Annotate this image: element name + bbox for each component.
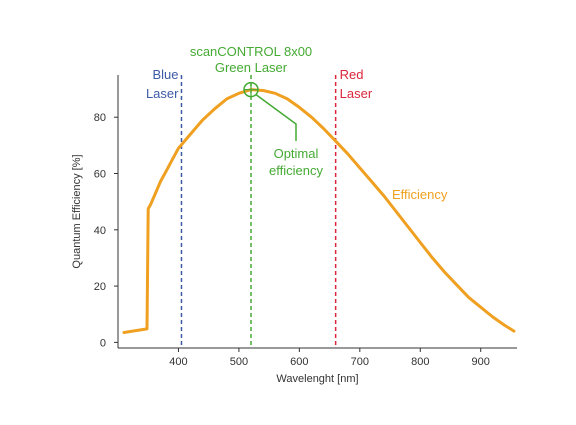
y-tick-label: 0 <box>100 337 106 349</box>
red-laser-label-line2: Laser <box>340 86 373 101</box>
y-tick-label: 60 <box>94 169 106 181</box>
optimal-label-line1: Optimal <box>274 146 319 161</box>
x-tick-label: 800 <box>411 356 429 368</box>
efficiency-series-line <box>122 88 516 334</box>
y-tick-label: 80 <box>94 112 106 124</box>
optimal-leader-line <box>255 94 297 141</box>
green-laser-label-line1: scanCONTROL 8x00 <box>190 44 312 59</box>
x-tick-label: 400 <box>169 356 187 368</box>
x-tick-label: 900 <box>472 356 490 368</box>
x-axis-title: Wavelenght [nm] <box>276 373 358 385</box>
blue-laser-label-line2: Laser <box>146 86 179 101</box>
y-tick-label: 40 <box>94 225 106 237</box>
efficiency-series-label: Efficiency <box>392 187 448 202</box>
x-tick-label: 600 <box>290 356 308 368</box>
green-laser-label-line2: Green Laser <box>215 60 288 75</box>
y-tick-label: 20 <box>94 281 106 293</box>
red-laser-label-line1: Red <box>340 67 364 82</box>
blue-laser-label-line1: Blue <box>152 67 178 82</box>
x-tick-label: 500 <box>230 356 248 368</box>
optimal-label-line2: efficiency <box>269 163 323 178</box>
y-axis-title: Quantum Efficiency [%] <box>71 154 83 268</box>
x-tick-label: 700 <box>351 356 369 368</box>
